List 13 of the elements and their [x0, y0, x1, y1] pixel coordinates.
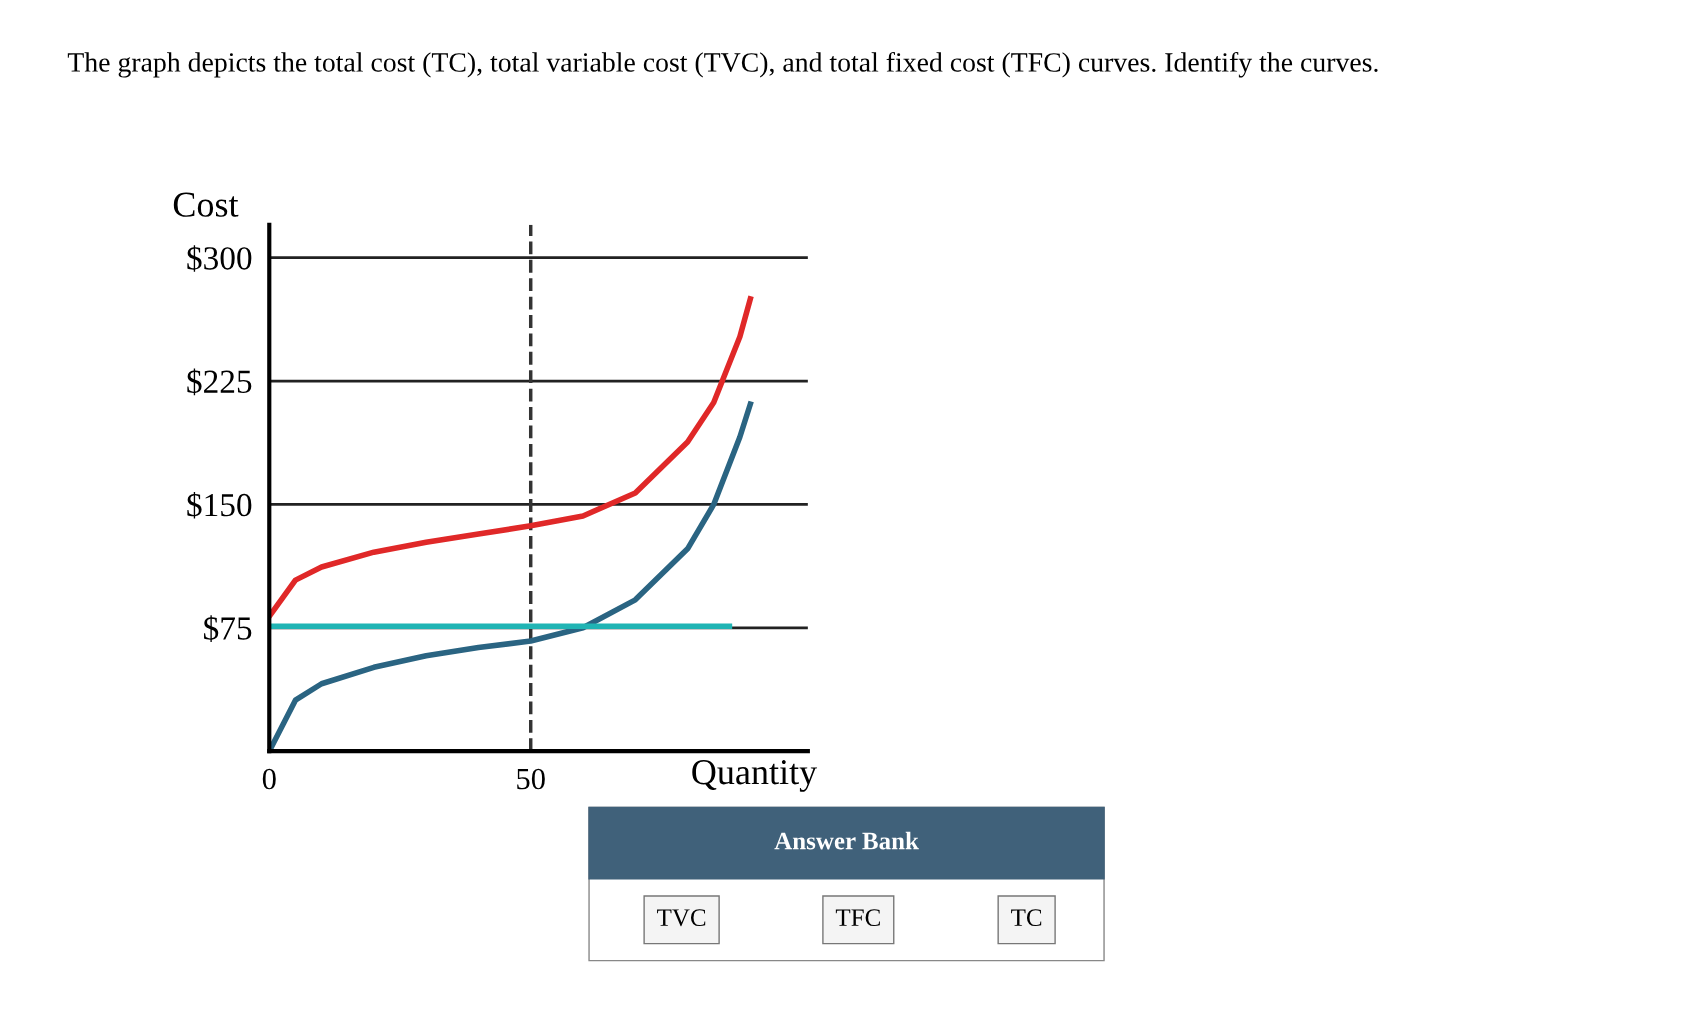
- y-axis-title: Cost: [173, 192, 239, 217]
- text: TVC: [657, 909, 706, 927]
- x-tick-label: 0: [262, 768, 276, 790]
- y-tick-label: $300: [187, 245, 252, 272]
- x-tick-label: 50: [517, 768, 545, 790]
- y-tick-label: $225: [187, 368, 252, 396]
- text: Answer Bank: [774, 831, 919, 850]
- y-tick-label: $75: [204, 615, 252, 642]
- text: TC: [1011, 909, 1042, 927]
- chart-title: The graph depicts the total cost (TC), total variable cost (TVC), and total fixed cost (TFC) curves. Identify the curves.: [67, 51, 1378, 78]
- x-axis-title: Quantity: [692, 760, 818, 792]
- y-tick-label: $150: [187, 491, 252, 519]
- text: TFC: [835, 909, 880, 927]
